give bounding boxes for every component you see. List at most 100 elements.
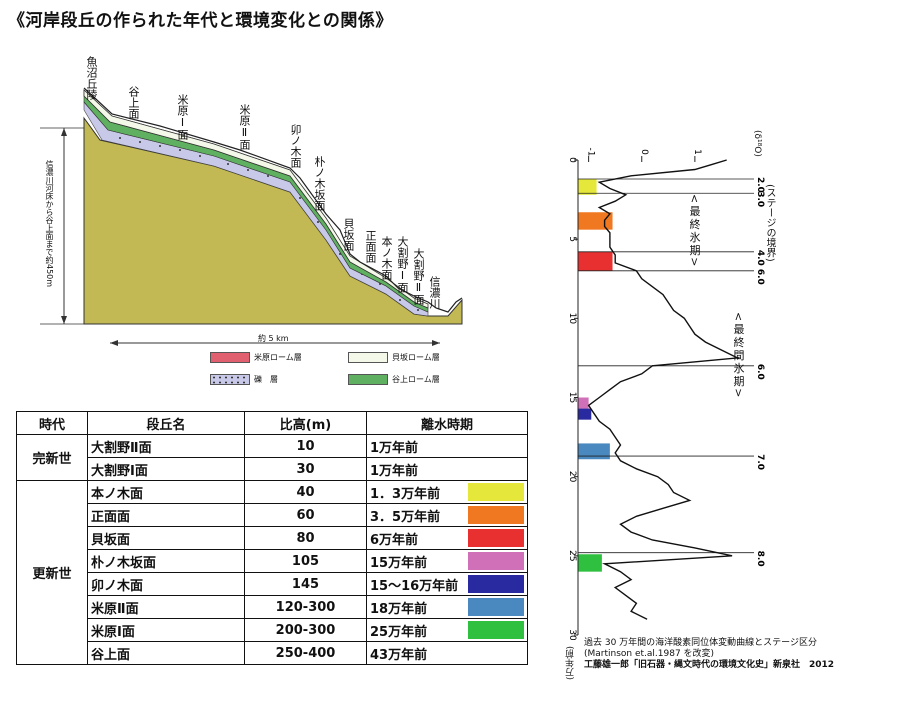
- terrace-profile-diagram: [40, 87, 463, 346]
- name-cell: 米原Ⅱ面: [87, 595, 245, 619]
- age-cell: 18万年前: [366, 595, 528, 619]
- height-cell: 80: [244, 526, 367, 550]
- age-cell: 15万年前: [366, 549, 528, 573]
- isotope-curve: [587, 159, 740, 620]
- stage-label: 8.0: [755, 551, 765, 567]
- height-cell: 60: [244, 503, 367, 527]
- name-cell: 米原Ⅰ面: [87, 618, 245, 642]
- label-shomen: 正面面: [364, 230, 377, 263]
- legend-item-yonehara-loam: 米原ローム層: [210, 352, 302, 363]
- stage-header: (ステージの境界): [764, 184, 775, 262]
- chart-caption: 過去 30 万年間の海洋酸素同位体変動曲線とステージ区分 (Martinson …: [584, 638, 834, 671]
- table-row: 更新世 本ノ木面 40 1．3万年前: [16, 480, 528, 665]
- label-honokizaka: 朴ノ木坂面: [313, 156, 326, 211]
- legend-swatch: [348, 374, 388, 385]
- y-tick-label: 0: [567, 157, 577, 163]
- header-age: 離水時期: [366, 411, 528, 435]
- label-kaisaka: 貝坂面: [342, 218, 355, 251]
- age-cell: 25万年前: [366, 618, 528, 642]
- height-cell: 250-400: [244, 641, 367, 665]
- stage-label: 6.0: [755, 269, 765, 285]
- page-title: 《河岸段丘の作られた年代と環境変化との関係》: [8, 11, 393, 31]
- age-cell: 1万年前: [366, 434, 528, 458]
- stage-bar: [578, 212, 613, 230]
- name-cell: 貝坂面: [87, 526, 245, 550]
- name-cell: 卯ノ木面: [87, 572, 245, 596]
- height-cell: 10: [244, 434, 367, 458]
- stage-label: 7.0: [755, 454, 765, 470]
- legend-item-tanikami-loam: 谷上ローム層: [348, 374, 440, 385]
- stage-bar: [578, 443, 610, 460]
- age-cell: 1．3万年前: [366, 480, 528, 504]
- table-row: 谷上面 250-400 43万年前: [17, 641, 528, 665]
- label-yonehara-1: 米原Ⅰ面: [176, 94, 189, 140]
- label-yonehara-2: 米原Ⅱ面: [238, 104, 251, 150]
- y-tick-label: 5: [567, 236, 577, 242]
- age-color-swatch: [468, 598, 524, 616]
- stage-label: 4.0: [755, 250, 765, 266]
- age-color-swatch: [468, 529, 524, 547]
- header-height: 比高(m): [244, 411, 367, 435]
- x-tick-label: -1: [586, 148, 596, 157]
- age-cell: 6万年前: [366, 526, 528, 550]
- y-tick-label: 15: [567, 392, 577, 403]
- stage-bar: [578, 179, 597, 195]
- age-color-swatch: [468, 483, 524, 501]
- table-row: 大割野Ⅰ面 30 1万年前: [17, 457, 528, 481]
- era-cell: 更新世: [16, 480, 88, 665]
- label-honoki: 本ノ木面: [380, 236, 393, 280]
- label-owarino-2: 大割野Ⅱ面: [412, 248, 425, 305]
- name-cell: 谷上面: [87, 641, 245, 665]
- name-cell: 大割野Ⅰ面: [87, 457, 245, 481]
- label-owarino-1: 大割野Ⅰ面: [396, 236, 409, 293]
- header-era: 時代: [16, 411, 88, 435]
- table-row: 貝坂面 80 6万年前: [17, 526, 528, 550]
- stage-bar: [578, 554, 602, 572]
- table-row: 米原Ⅰ面 200-300 25万年前: [17, 618, 528, 642]
- y-tick-label: 10: [567, 313, 577, 325]
- height-cell: 105: [244, 549, 367, 573]
- caption-line: 工藤雄一郎「旧石器・縄文時代の環境文化史」新泉社 2012: [584, 660, 835, 670]
- name-cell: 朴ノ木坂面: [87, 549, 245, 573]
- stage-bar: [578, 408, 592, 420]
- age-color-swatch: [468, 552, 524, 570]
- kaisaka-loam-layer: [83, 89, 429, 309]
- x-tick-label: 0: [639, 149, 649, 155]
- stage-label: 6.0: [755, 364, 765, 380]
- legend-swatch: [210, 352, 250, 363]
- legend-item-gravel: 礫 層: [210, 374, 278, 385]
- distance-dimension-label: 約 5 km: [258, 334, 289, 343]
- age-color-swatch: [468, 621, 524, 639]
- isotope-chart: 0 5 10 15 20 25 30 -1 0 1 2.03.0 4.0 6.0 6.0 7.0 8.0: [567, 148, 765, 640]
- table-row: 米原Ⅱ面 120-300 18万年前: [17, 595, 528, 619]
- era-cell: 完新世: [16, 434, 88, 481]
- age-cell: 3．5万年前: [366, 503, 528, 527]
- surface-outline: [83, 87, 463, 313]
- height-cell: 30: [244, 457, 367, 481]
- table-header-row: 時代 段丘名 比高(m) 離水時期: [16, 411, 528, 435]
- table-row: 完新世 大割野Ⅱ面 10 1万年前: [16, 434, 528, 481]
- x-axis-label: (δ¹⁸O): [752, 130, 762, 157]
- age-color-swatch: [468, 506, 524, 524]
- table-row: 卯ノ木面 145 15～16万年前: [17, 572, 528, 596]
- stage-bar: [578, 251, 613, 271]
- label-tanikami: 谷上面: [127, 86, 140, 119]
- caption-line: 過去 30 万年間の海洋酸素同位体変動曲線とステージ区分: [584, 638, 817, 648]
- label-shinano-river: 信濃川: [428, 276, 441, 309]
- y-tick-label: 20: [567, 471, 577, 483]
- height-cell: 40: [244, 480, 367, 504]
- y-tick-label: 25: [567, 550, 577, 561]
- label-unoki: 卯ノ木面: [289, 124, 302, 168]
- stage-label: 2.0: [755, 177, 765, 193]
- stage-label: 3.0: [755, 191, 765, 207]
- legend-swatch: [210, 374, 250, 385]
- x-tick-label: 1: [692, 149, 702, 155]
- label-uonuma-hill: 魚沼丘陵: [85, 56, 98, 100]
- age-color-swatch: [468, 575, 524, 593]
- terrace-table: 時代 段丘名 比高(m) 離水時期 完新世 大割野Ⅱ面 10 1万年前 大割野Ⅰ…: [16, 411, 528, 665]
- height-cell: 145: [244, 572, 367, 596]
- table-row: 朴ノ木坂面 105 15万年前: [17, 549, 528, 573]
- age-cell: 1万年前: [366, 457, 528, 481]
- y-axis-label: (万年前): [566, 646, 576, 681]
- caption-line: (Martinson et.al.1987 を改変): [584, 649, 715, 659]
